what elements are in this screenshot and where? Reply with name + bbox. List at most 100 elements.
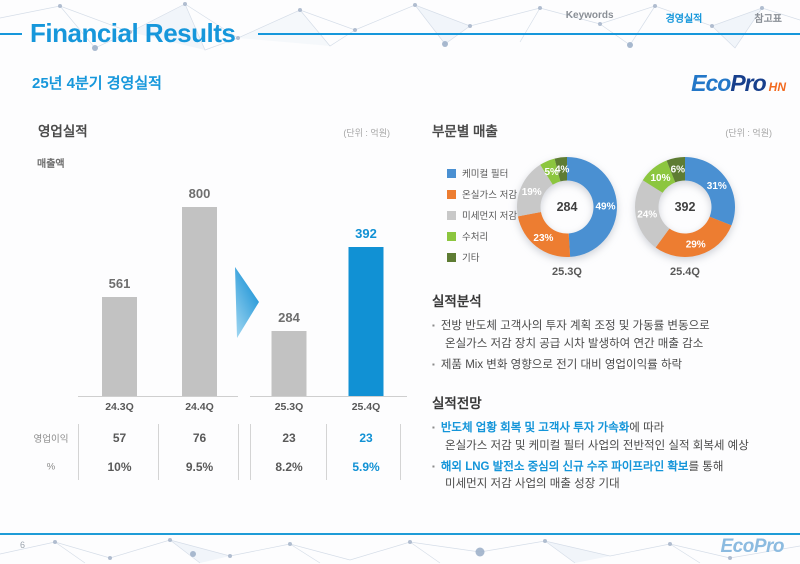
- legend-item: 기타: [447, 250, 517, 264]
- slide-nav: Keywords 경영실적 참고표: [566, 10, 782, 25]
- donut-q4-total: 392: [674, 200, 696, 214]
- background-network-top: [0, 2, 800, 51]
- margin-value: 10%: [107, 460, 132, 474]
- bar-category-label: 24.4Q: [185, 401, 214, 413]
- donut-q3-slice-2: [517, 164, 553, 217]
- operating-profit-value: 23: [359, 431, 373, 445]
- donut-q4-percent-label: 6%: [671, 165, 686, 176]
- donut-q3-percent-label: 49%: [595, 201, 615, 212]
- operating-profit-value: 57: [112, 431, 127, 445]
- legend-item: 미세먼지 저감: [447, 208, 517, 222]
- table-divider: [400, 424, 401, 480]
- legend-swatch-icon: [447, 252, 456, 262]
- analysis-bullet: ▪ 전방 반도체 고객사의 투자 계획 조정 및 가동률 변동으로 온실가스 저감 …: [432, 320, 710, 350]
- legend-label: 수처리: [462, 232, 489, 243]
- legend-swatch-icon: [447, 189, 456, 199]
- table-divider: [78, 424, 79, 480]
- legend-label: 기타: [462, 253, 480, 264]
- margin-value: 5.9%: [352, 460, 380, 474]
- table-divider: [325, 424, 327, 480]
- logo-pro-text: Pro: [730, 70, 766, 96]
- page-number: 6: [20, 540, 26, 550]
- donut-q4-slice-2: [634, 180, 670, 248]
- bar-value-label: 392: [355, 226, 377, 241]
- bar-value-label: 561: [109, 276, 131, 291]
- results-analysis-bullets: ▪ 전방 반도체 고객사의 투자 계획 조정 및 가동률 변동으로 온실가스 저감 …: [432, 318, 790, 374]
- bar-25.3Q: [271, 331, 307, 396]
- donut-q3-slice-3: [540, 158, 561, 185]
- operating-profit-value: 76: [192, 431, 207, 445]
- segment-donut-charts: 49% 23% 19%5%4% 31% 29% 24% 10%6%: [517, 157, 736, 258]
- donut-q4-percent-label: 29%: [686, 240, 706, 251]
- donut-q3-slice-4: [554, 157, 567, 182]
- legend-label: 미세먼지 저감: [462, 211, 518, 222]
- bullet-icon: ▪: [432, 321, 435, 330]
- bar-value-label: 284: [278, 310, 300, 325]
- legend-swatch-icon: [447, 168, 456, 178]
- legend-swatch-icon: [447, 210, 456, 220]
- donut-q4-percent-label: 31%: [707, 181, 727, 192]
- donut-q4-percent-label: 10%: [650, 173, 670, 184]
- operating-results-title: 영업실적: [38, 124, 88, 139]
- logo-eco-text: Eco: [691, 70, 731, 96]
- bar-category-label: 25.3Q: [275, 401, 304, 413]
- nav-item-reference[interactable]: 참고표: [754, 14, 782, 25]
- table-divider: [250, 424, 251, 480]
- segment-revenue-title: 부문별 매출: [432, 124, 498, 139]
- donut-q4-percent-label: 24%: [637, 210, 657, 221]
- outlook-bullet: ▪ 해외 LNG 발전소 중심의 신규 수주 파이프라인 확보를 통해 미세먼지 저…: [432, 460, 724, 491]
- legend-item: 수처리: [447, 229, 517, 243]
- donut-q3-caption: 25.3Q: [552, 266, 582, 278]
- legend-label: 온실가스 저감: [462, 190, 518, 201]
- donut-q4-slice-4: [666, 157, 685, 183]
- bar-25.4Q: [348, 247, 384, 396]
- background-network-bottom: [0, 538, 800, 564]
- donut-q3-slice-0: [567, 157, 617, 257]
- donut-q3-percent-label: 5%: [544, 167, 559, 178]
- legend-item: 온실가스 저감: [447, 187, 517, 201]
- right-unit-label: (단위 : 억원): [725, 128, 772, 138]
- results-outlook-bullets: ▪ 반도체 업황 회복 및 고객사 투자 가속화에 따라 온실가스 저감 및 케미컬…: [432, 420, 790, 494]
- operating-profit-value: 23: [282, 431, 296, 445]
- results-outlook-section: 실적전망 ▪ 반도체 업황 회복 및 고객사 투자 가속화에 따라 온실가스 저감 …: [432, 392, 790, 497]
- left-unit-label: (단위 : 억원): [343, 128, 390, 138]
- table-divider: [157, 424, 159, 480]
- legend-label: 케미컬 필터: [462, 169, 509, 180]
- legend-swatch-icon: [447, 231, 456, 241]
- donut-q3-total: 284: [556, 200, 578, 214]
- row-label-operating-profit: 영업이익: [33, 434, 69, 445]
- footer-rule: [0, 533, 800, 535]
- bullet-icon: ▪: [432, 461, 435, 471]
- results-analysis-title: 실적분석: [432, 294, 482, 309]
- nav-item-keywords[interactable]: Keywords: [565, 10, 614, 21]
- margin-value: 8.2%: [275, 460, 303, 474]
- title-rule-left: [0, 33, 22, 35]
- quarterly-revenue-bar-chart: 561 24.3Q 800 24.4Q 284 25.3Q 392 25.4Q: [78, 186, 407, 413]
- bar-24.3Q: [102, 297, 137, 396]
- logo-hn-text: HN: [768, 80, 786, 94]
- results-analysis-section: 실적분석 ▪ 전방 반도체 고객사의 투자 계획 조정 및 가동률 변동으로 온실가…: [432, 290, 790, 377]
- donut-q3-percent-label: 23%: [533, 233, 553, 244]
- donut-q4-caption: 25.4Q: [670, 266, 700, 278]
- bullet-icon: ▪: [432, 359, 435, 369]
- margin-value: 9.5%: [185, 460, 214, 474]
- donut-q4-slice-3: [642, 160, 676, 193]
- table-divider: [238, 424, 239, 480]
- analysis-bullet: ▪ 제품 Mix 변화 영향으로 전기 대비 영업이익률 하락: [432, 358, 683, 371]
- footer-ecopro-logo: EcoPro: [720, 536, 784, 557]
- transition-arrow-icon: [235, 267, 259, 338]
- donut-q4-slice-1: [655, 216, 732, 258]
- operating-profit-table: 영업이익% 57 76 23 23 10% 9.5% 8.2% 5.9%: [30, 420, 415, 484]
- page-title: Financial Results: [30, 18, 236, 48]
- bar-category-label: 25.4Q: [352, 401, 381, 413]
- outlook-bullet: ▪ 반도체 업황 회복 및 고객사 투자 가속화에 따라 온실가스 저감 및 케미컬…: [432, 422, 749, 452]
- donut-q3-percent-label: 4%: [555, 164, 570, 175]
- slide-subtitle: 25년 4분기 경영실적: [32, 75, 162, 92]
- ecopro-hn-logo: EcoPro HN: [586, 70, 786, 97]
- nav-item-business-results[interactable]: 경영실적: [665, 14, 703, 25]
- revenue-series-label: 매출액: [37, 159, 65, 170]
- bar-24.4Q: [182, 207, 217, 396]
- row-label-margin: %: [46, 461, 56, 473]
